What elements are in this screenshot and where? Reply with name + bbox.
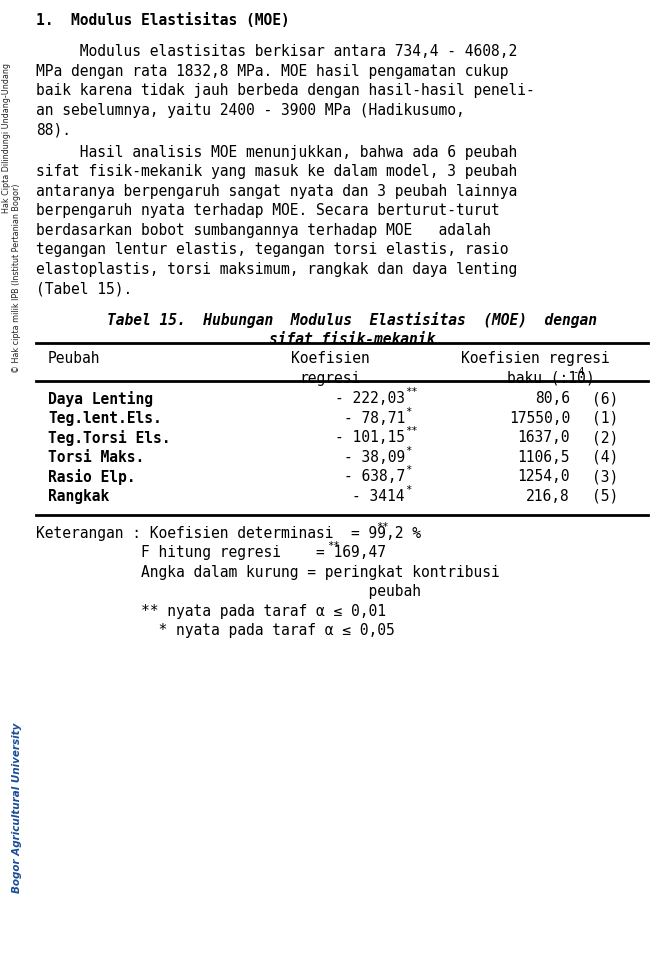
Text: - 78,71: - 78,71: [344, 411, 405, 425]
Text: peubah: peubah: [36, 584, 421, 600]
Text: Peubah: Peubah: [48, 352, 100, 366]
Text: baku (:10: baku (:10: [507, 371, 586, 386]
Text: - 638,7: - 638,7: [344, 469, 405, 485]
Text: 1637,0: 1637,0: [518, 430, 570, 445]
Text: Rangkak: Rangkak: [48, 489, 110, 504]
Text: Daya Lenting: Daya Lenting: [48, 391, 153, 407]
Text: **: **: [405, 387, 418, 398]
Text: *: *: [405, 485, 411, 494]
Text: berpengaruh nyata terhadap MOE. Secara berturut-turut: berpengaruh nyata terhadap MOE. Secara b…: [36, 203, 500, 218]
Text: 88).: 88).: [36, 123, 71, 137]
Text: * nyata pada taraf α ≤ 0,05: * nyata pada taraf α ≤ 0,05: [36, 624, 395, 638]
Text: an sebelumnya, yaitu 2400 - 3900 MPa (Hadikusumo,: an sebelumnya, yaitu 2400 - 3900 MPa (Ha…: [36, 103, 465, 118]
Text: ): ): [586, 371, 595, 386]
Text: (1): (1): [592, 411, 619, 425]
Text: (5): (5): [592, 489, 619, 504]
Text: 1254,0: 1254,0: [518, 469, 570, 485]
Text: Tabel 15.  Hubungan  Modulus  Elastisitas  (MOE)  dengan: Tabel 15. Hubungan Modulus Elastisitas (…: [107, 312, 597, 329]
Text: baik karena tidak jauh berbeda dengan hasil-hasil peneli-: baik karena tidak jauh berbeda dengan ha…: [36, 83, 535, 99]
Text: 1106,5: 1106,5: [518, 450, 570, 465]
Text: Angka dalam kurung = peringkat kontribusi: Angka dalam kurung = peringkat kontribus…: [36, 565, 500, 580]
Text: - 101,15: - 101,15: [335, 430, 405, 445]
Text: 216,8: 216,8: [526, 489, 570, 504]
Text: Torsi Maks.: Torsi Maks.: [48, 450, 144, 465]
Text: 80,6: 80,6: [535, 391, 570, 406]
Text: - 3414: - 3414: [353, 489, 405, 504]
Text: *: *: [405, 445, 411, 456]
Text: antaranya berpengaruh sangat nyata dan 3 peubah lainnya: antaranya berpengaruh sangat nyata dan 3…: [36, 184, 517, 198]
Text: tegangan lentur elastis, tegangan torsi elastis, rasio: tegangan lentur elastis, tegangan torsi …: [36, 242, 508, 257]
Text: Modulus elastisitas berkisar antara 734,4 - 4608,2: Modulus elastisitas berkisar antara 734,…: [36, 44, 517, 59]
Text: -4: -4: [572, 367, 584, 376]
Text: **: **: [327, 541, 339, 552]
Text: F hitung regresi    = 169,47: F hitung regresi = 169,47: [36, 545, 386, 560]
Text: (2): (2): [592, 430, 619, 445]
Text: *: *: [405, 407, 411, 417]
Text: (Tabel 15).: (Tabel 15).: [36, 281, 132, 296]
Text: ** nyata pada taraf α ≤ 0,01: ** nyata pada taraf α ≤ 0,01: [36, 604, 386, 619]
Text: berdasarkan bobot sumbangannya terhadap MOE   adalah: berdasarkan bobot sumbangannya terhadap …: [36, 222, 491, 238]
Text: regresi: regresi: [299, 371, 361, 386]
Text: Keterangan : Koefisien determinasi  = 99,2 %: Keterangan : Koefisien determinasi = 99,…: [36, 526, 421, 541]
Text: (3): (3): [592, 469, 619, 485]
Text: (6): (6): [592, 391, 619, 406]
Text: Koefisien: Koefisien: [291, 352, 369, 366]
Text: MPa dengan rata 1832,8 MPa. MOE hasil pengamatan cukup: MPa dengan rata 1832,8 MPa. MOE hasil pe…: [36, 63, 508, 79]
Text: sifat fisik-mekanik: sifat fisik-mekanik: [269, 331, 435, 347]
Text: 17550,0: 17550,0: [509, 411, 570, 425]
Text: Koefisien regresi: Koefisien regresi: [461, 352, 609, 366]
Text: Teg.Torsi Els.: Teg.Torsi Els.: [48, 430, 170, 446]
Text: (4): (4): [592, 450, 619, 465]
Text: Teg.lent.Els.: Teg.lent.Els.: [48, 411, 162, 425]
Text: - 38,09: - 38,09: [344, 450, 405, 465]
Text: **: **: [376, 522, 389, 532]
Text: sifat fisik-mekanik yang masuk ke dalam model, 3 peubah: sifat fisik-mekanik yang masuk ke dalam …: [36, 164, 517, 179]
Text: **: **: [405, 426, 418, 436]
Text: *: *: [405, 466, 411, 475]
Text: Hasil analisis MOE menunjukkan, bahwa ada 6 peubah: Hasil analisis MOE menunjukkan, bahwa ad…: [36, 145, 517, 160]
Text: Rasio Elp.: Rasio Elp.: [48, 469, 136, 486]
Text: 1.  Modulus Elastisitas (MOE): 1. Modulus Elastisitas (MOE): [36, 13, 290, 28]
Text: Hak Cipta Dilindungi Undang-Undang: Hak Cipta Dilindungi Undang-Undang: [3, 63, 11, 213]
Text: elastoplastis, torsi maksimum, rangkak dan daya lenting: elastoplastis, torsi maksimum, rangkak d…: [36, 262, 517, 277]
Text: - 222,03: - 222,03: [335, 391, 405, 406]
Text: Bogor Agricultural University: Bogor Agricultural University: [12, 723, 22, 893]
Text: © Hak cipta milik IPB (Institut Pertanian Bogor): © Hak cipta milik IPB (Institut Pertania…: [13, 183, 21, 373]
